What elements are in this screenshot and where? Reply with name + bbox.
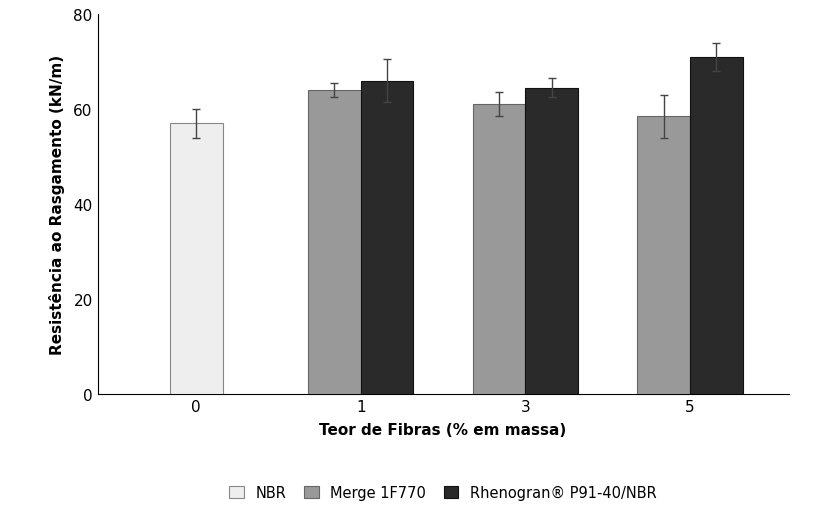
Bar xyxy=(637,117,690,394)
Bar xyxy=(690,58,742,394)
Bar xyxy=(308,91,361,394)
X-axis label: Teor de Fibras (% em massa): Teor de Fibras (% em massa) xyxy=(320,422,567,437)
Y-axis label: Resistência ao Rasgamento (kN/m): Resistência ao Rasgamento (kN/m) xyxy=(49,55,65,355)
Legend: NBR, Merge 1F770, Rhenogran® P91-40/NBR: NBR, Merge 1F770, Rhenogran® P91-40/NBR xyxy=(229,485,657,500)
Bar xyxy=(361,81,414,394)
Bar xyxy=(525,88,578,394)
Bar xyxy=(472,105,525,394)
Bar xyxy=(170,124,223,394)
